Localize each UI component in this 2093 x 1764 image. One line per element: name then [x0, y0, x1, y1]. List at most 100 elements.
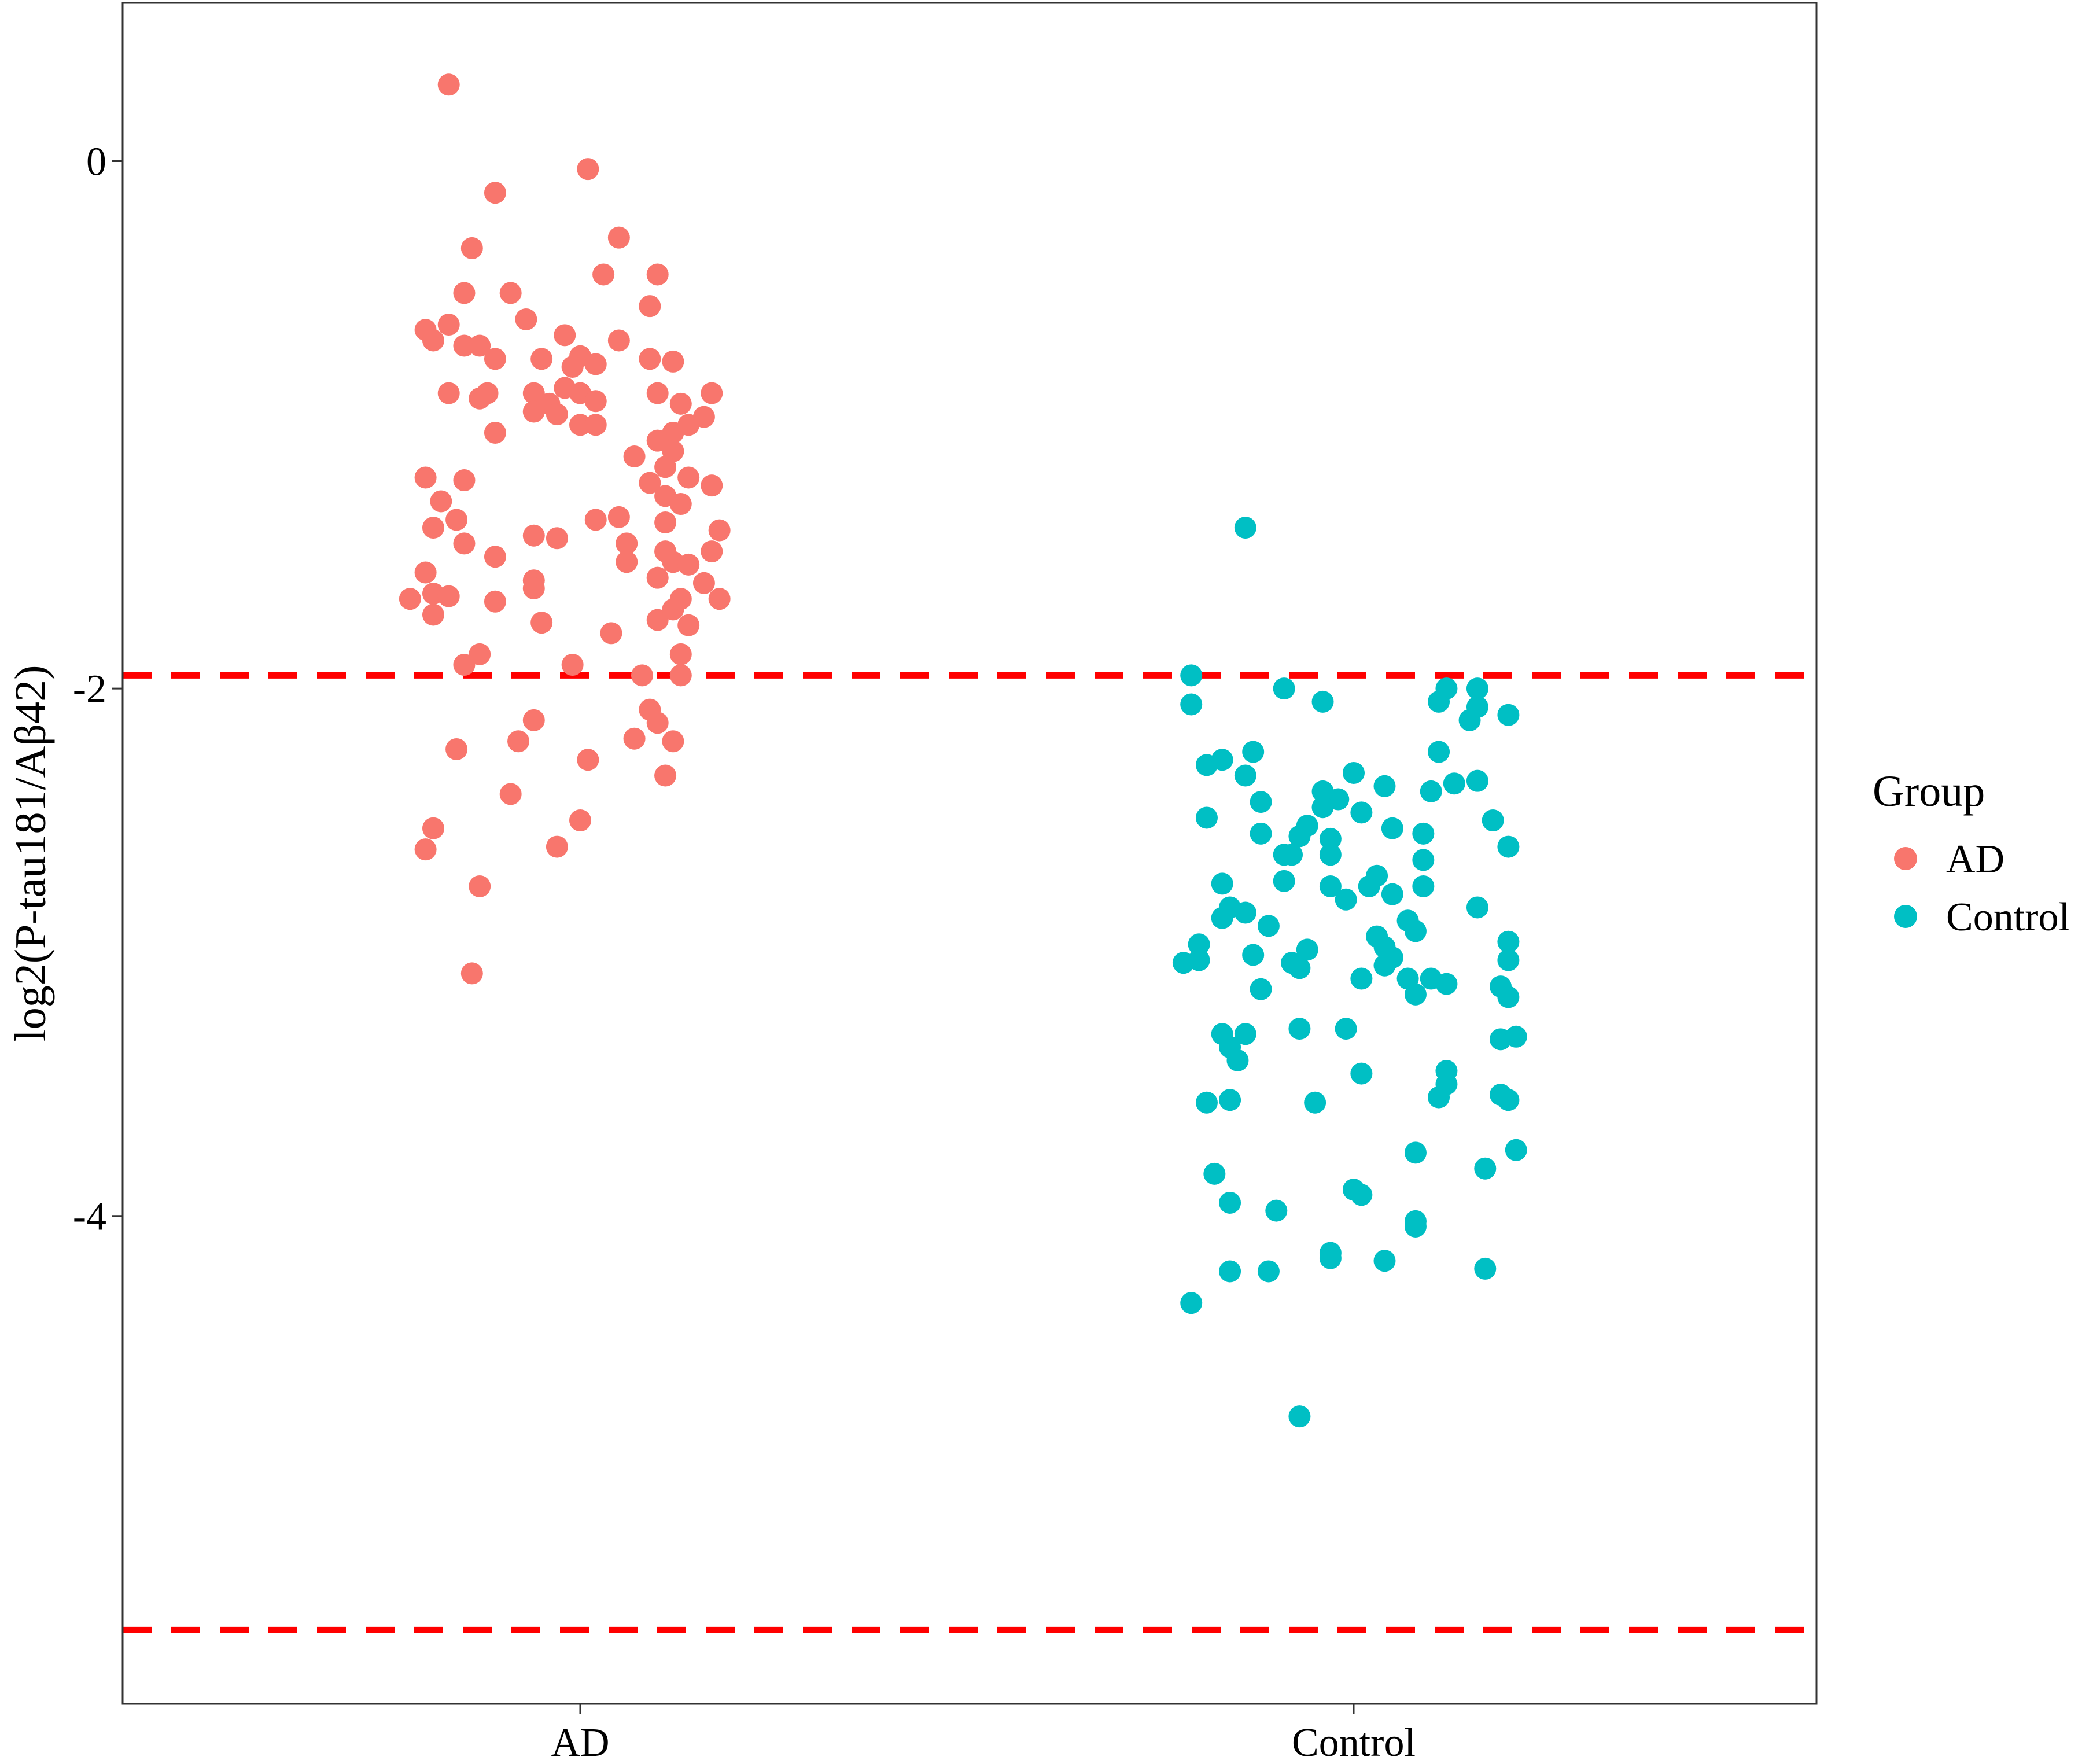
data-point: [1335, 888, 1357, 911]
data-point: [546, 403, 568, 426]
data-point: [499, 783, 522, 805]
data-point: [469, 643, 491, 665]
data-point: [1412, 849, 1435, 871]
data-point: [1428, 690, 1450, 713]
data-point: [677, 614, 700, 636]
data-point: [646, 429, 669, 452]
data-point: [561, 654, 584, 676]
data-point: [1435, 973, 1458, 995]
data-point: [1257, 1260, 1280, 1283]
data-point: [515, 308, 537, 330]
data-point: [1234, 901, 1256, 924]
data-point: [654, 511, 677, 533]
data-point: [399, 588, 421, 610]
data-point: [422, 603, 444, 626]
data-point: [484, 590, 506, 613]
data-point: [708, 519, 731, 542]
data-point: [1319, 1247, 1342, 1269]
data-point: [1373, 775, 1396, 797]
data-point: [1412, 875, 1435, 897]
data-point: [530, 612, 553, 634]
data-point: [1350, 1062, 1373, 1085]
data-point: [1180, 664, 1203, 687]
data-point: [1304, 1091, 1326, 1114]
data-point: [484, 421, 506, 444]
data-point: [669, 643, 692, 665]
data-point: [1180, 693, 1203, 716]
reference-lines: [123, 672, 1816, 1633]
data-point: [422, 329, 444, 352]
data-point: [1350, 1184, 1373, 1206]
data-point: [1373, 954, 1396, 977]
data-point: [469, 334, 491, 357]
data-point: [701, 474, 723, 497]
data-point: [414, 838, 437, 861]
data-point: [669, 392, 692, 415]
data-point: [453, 654, 476, 676]
data-point: [1265, 1199, 1288, 1222]
data-point: [561, 356, 584, 378]
data-point: [1404, 1141, 1427, 1164]
data-point: [1250, 791, 1272, 813]
data-point: [708, 588, 731, 610]
data-point: [1497, 835, 1520, 858]
data-point: [522, 524, 545, 547]
data-point: [607, 506, 630, 528]
data-point: [1296, 938, 1318, 961]
data-point: [646, 382, 669, 404]
data-point: [414, 466, 437, 489]
data-point: [469, 875, 491, 897]
data-point: [554, 324, 576, 347]
data-point: [639, 295, 661, 318]
data-point: [453, 469, 476, 492]
data-point: [1257, 915, 1280, 937]
data-point: [623, 727, 646, 750]
plot-panel-border: [121, 2, 1818, 1705]
data-point: [677, 466, 700, 489]
x-tick-label: Control: [1292, 1721, 1416, 1764]
data-point: [577, 158, 599, 181]
data-point: [669, 493, 692, 515]
data-point: [639, 348, 661, 370]
data-point: [453, 532, 476, 555]
data-point: [1195, 806, 1218, 829]
x-tick-label: AD: [551, 1721, 609, 1764]
data-point: [1211, 907, 1233, 929]
data-point: [546, 527, 568, 550]
data-point: [422, 817, 444, 839]
data-point: [499, 282, 522, 304]
data-point: [1311, 690, 1334, 713]
data-point: [1373, 1250, 1396, 1272]
data-point: [1381, 817, 1403, 839]
data-point: [430, 490, 452, 513]
data-point: [692, 572, 715, 594]
data-point: [1482, 809, 1504, 832]
data-point: [1288, 1405, 1311, 1428]
data-point: [600, 622, 622, 645]
data-point: [1288, 957, 1311, 979]
data-point: [1211, 749, 1233, 771]
legend-label-control: Control: [1946, 895, 2070, 940]
x-axis: AD Control: [551, 1704, 1416, 1764]
data-point: [484, 182, 506, 204]
y-tick-label: -4: [73, 1195, 106, 1239]
data-point: [654, 764, 677, 787]
data-point: [1250, 978, 1272, 1000]
data-point: [584, 509, 607, 531]
data-point: [1404, 983, 1427, 1006]
data-point: [1505, 1025, 1527, 1048]
data-point: [1319, 827, 1342, 850]
data-point: [1505, 1139, 1527, 1161]
legend: Group AD Control: [1873, 767, 2070, 940]
data-point: [701, 540, 723, 563]
data-point: [1203, 1162, 1226, 1185]
data-point: [1188, 949, 1210, 971]
legend-key-control: [1894, 905, 1917, 928]
data-point: [1366, 864, 1388, 887]
data-point: [1288, 1018, 1311, 1040]
data-point: [445, 509, 468, 531]
data-point: [646, 712, 669, 734]
data-point: [445, 738, 468, 760]
data-point: [654, 456, 677, 478]
data-point: [1195, 1091, 1218, 1114]
